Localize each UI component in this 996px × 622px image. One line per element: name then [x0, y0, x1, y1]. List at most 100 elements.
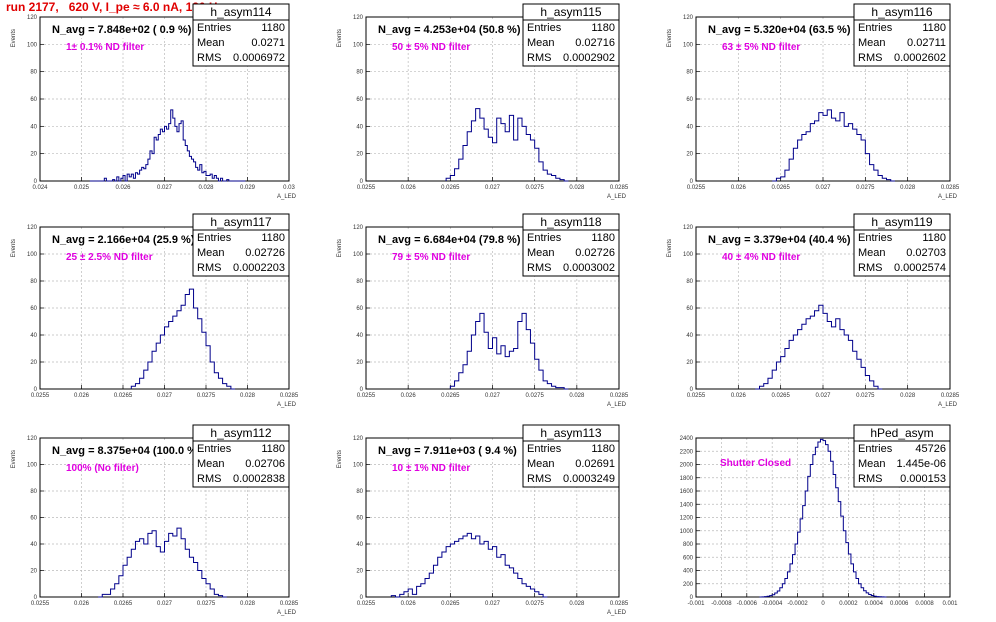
navg-label: N_avg = 5.320e+04 (63.5 %) [708, 24, 851, 36]
x-tick-label: 0.0255 [31, 393, 50, 399]
plot-frame [695, 16, 951, 182]
x-tick-label: 0.028 [240, 393, 256, 399]
x-tick-label: 0.026 [401, 393, 417, 399]
histogram-series [390, 532, 548, 598]
plot-frame [695, 437, 951, 598]
y-tick-label: 0 [360, 179, 364, 185]
y-tick-label: 120 [683, 225, 694, 231]
x-tick-label: 0.028 [569, 601, 585, 607]
histogram-panel: 0.0255 0.026 0.0265 0.027 0.0275 0.028 0.0285 0… [667, 3, 960, 200]
histogram-panel: 0.0255 0.026 0.0265 0.027 0.0275 0.028 0.0285 0… [11, 424, 299, 616]
x-tick-label: 0.0275 [525, 601, 544, 607]
x-tick-label: 0.027 [815, 393, 831, 399]
y-tick-label: 40 [30, 333, 37, 339]
stats-value: 0.02706 [245, 458, 285, 470]
stats-value: 0.0006972 [233, 52, 285, 64]
histogram-panel: 0.0255 0.026 0.0265 0.027 0.0275 0.028 0.0285 0… [11, 213, 299, 408]
filter-label: 63 ± 5% ND filter [722, 42, 800, 53]
x-tick-label: 0.0275 [525, 393, 544, 399]
stats-box [853, 229, 951, 277]
stats-key: Mean [527, 458, 555, 470]
histogram-panel: 0.0255 0.026 0.0265 0.027 0.0275 0.028 0.0285 0… [667, 213, 960, 408]
navg-label: N_avg = 8.375e+04 (100.0 %) [52, 445, 201, 457]
x-tick-label: 0.0285 [280, 601, 299, 607]
filter-label: 79 ± 5% ND filter [392, 252, 470, 263]
filter-label: 50 ± 5% ND filter [392, 42, 470, 53]
stats-value: 1.445e-06 [896, 458, 946, 470]
navg-box [48, 21, 234, 38]
y-tick-label: 120 [683, 15, 694, 21]
y-tick-label: 40 [30, 542, 37, 548]
navg-box [704, 21, 890, 38]
y-tick-label: 120 [27, 15, 38, 21]
navg-box [48, 442, 234, 459]
y-tick-label: 0 [34, 179, 38, 185]
x-tick-label: 0.028 [900, 393, 916, 399]
histogram-series [98, 527, 227, 598]
y-axis-label: Events [667, 239, 673, 257]
histogram-series [759, 438, 887, 598]
y-tick-label: 100 [27, 252, 38, 258]
stats-key: RMS [197, 52, 221, 64]
stats-value: 0.0002602 [894, 52, 946, 64]
y-tick-label: 100 [353, 252, 364, 258]
stats-key: RMS [858, 262, 882, 274]
stats-key: RMS [197, 262, 221, 274]
x-tick-label: 0.0255 [687, 393, 706, 399]
histogram-panel: 0.0255 0.026 0.0265 0.027 0.0275 0.028 0.0285 0… [337, 3, 629, 200]
x-tick-label: 0.026 [401, 185, 417, 191]
y-tick-label: 1600 [680, 489, 694, 495]
y-tick-label: 40 [30, 124, 37, 130]
x-tick-label: 0.025 [74, 185, 90, 191]
stats-key: RMS [858, 473, 882, 485]
y-tick-label: 120 [27, 436, 38, 442]
x-tick-label: 0.0275 [856, 185, 875, 191]
stats-value: 0.0002203 [233, 262, 285, 274]
y-tick-label: 20 [30, 152, 37, 158]
y-tick-label: 120 [27, 225, 38, 231]
navg-label: N_avg = 7.848e+02 ( 0.9 %) [52, 24, 192, 36]
stats-value: 1180 [261, 22, 285, 34]
x-tick-label: 0.0275 [197, 601, 216, 607]
x-tick-label: 0.0285 [610, 185, 629, 191]
y-tick-label: 100 [683, 42, 694, 48]
x-tick-label: 0.0255 [31, 601, 50, 607]
x-tick-label: -0.0004 [762, 601, 783, 607]
stats-value: 1180 [261, 443, 285, 455]
histogram-panel: -0.001 -0.0008 -0.0006 -0.0004 -0.0002 0 0.000… [680, 424, 958, 607]
y-tick-label: 80 [356, 489, 363, 495]
stats-value: 1180 [591, 443, 615, 455]
x-tick-label: 0.0004 [865, 601, 884, 607]
y-tick-label: 100 [683, 252, 694, 258]
stats-key: Mean [858, 458, 886, 470]
stats-value: 0.02691 [575, 458, 615, 470]
y-tick-label: 20 [356, 152, 363, 158]
stats-title: h_asym112 [210, 426, 271, 440]
stats-key: Entries [197, 443, 232, 455]
x-tick-label: 0.0006 [890, 601, 909, 607]
x-tick-label: 0.0275 [525, 185, 544, 191]
x-tick-label: 0.0275 [856, 393, 875, 399]
y-tick-label: 80 [356, 279, 363, 285]
y-tick-label: 60 [356, 516, 363, 522]
stats-value: 0.02726 [575, 247, 615, 259]
x-tick-label: 0.0285 [610, 601, 629, 607]
y-tick-label: 20 [30, 569, 37, 575]
y-tick-label: 120 [353, 225, 364, 231]
y-tick-label: 100 [353, 42, 364, 48]
y-tick-label: 40 [686, 333, 693, 339]
stats-title: h_asym119 [871, 215, 932, 229]
y-tick-label: 60 [686, 97, 693, 103]
histogram-panel: 0.0255 0.026 0.0265 0.027 0.0275 0.028 0.0285 0… [337, 213, 629, 408]
y-tick-label: 20 [686, 152, 693, 158]
stats-value: 0.0002838 [233, 473, 285, 485]
stats-box [853, 440, 951, 488]
histogram-series [772, 109, 895, 182]
histogram-series [445, 108, 569, 182]
y-tick-label: 60 [686, 306, 693, 312]
x-tick-label: 0.026 [731, 185, 747, 191]
x-tick-label: 0.0265 [771, 185, 790, 191]
y-tick-label: 0 [360, 387, 364, 393]
stats-value: 0.02711 [907, 37, 946, 49]
x-tick-label: 0.0285 [941, 185, 960, 191]
